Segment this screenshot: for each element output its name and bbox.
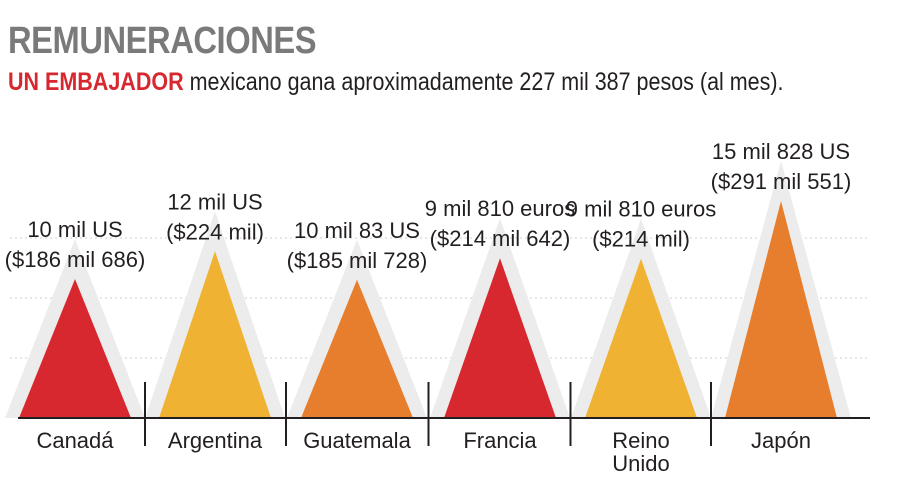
data-label: 15 mil 828 US xyxy=(712,139,850,164)
data-label: 9 mil 810 euros xyxy=(566,197,716,222)
data-label: 10 mil 83 US xyxy=(294,218,420,243)
data-label: 10 mil US xyxy=(27,217,122,242)
data-label: ($291 mil 551) xyxy=(711,169,852,194)
category-label: Guatemala xyxy=(303,428,411,453)
category-label: Unido xyxy=(612,451,669,476)
category-label: Japón xyxy=(751,428,811,453)
data-label: 9 mil 810 euros xyxy=(425,196,575,221)
subtitle-text: mexicano gana aproximadamente 227 mil 38… xyxy=(183,68,784,96)
data-label: ($214 mil 642) xyxy=(430,226,571,251)
category-label: Canadá xyxy=(36,428,114,453)
bar xyxy=(19,279,131,418)
bar xyxy=(725,201,837,418)
data-label: ($185 mil 728) xyxy=(287,248,428,273)
category-label: Argentina xyxy=(168,428,263,453)
category-label: Francia xyxy=(463,428,537,453)
data-label: ($214 mil) xyxy=(592,227,690,252)
chart-title: REMUNERACIONES xyxy=(8,20,317,62)
data-label: ($224 mil) xyxy=(166,219,264,244)
bar xyxy=(444,258,556,418)
bar xyxy=(159,251,271,418)
data-label: ($186 mil 686) xyxy=(5,247,146,272)
data-label: 12 mil US xyxy=(167,189,262,214)
chart-subtitle: UN EMBAJADOR mexicano gana aproximadamen… xyxy=(8,70,784,95)
category-label: Reino xyxy=(612,428,669,453)
bar xyxy=(301,279,413,418)
subtitle-highlight: UN EMBAJADOR xyxy=(8,68,184,96)
bar xyxy=(585,258,697,418)
